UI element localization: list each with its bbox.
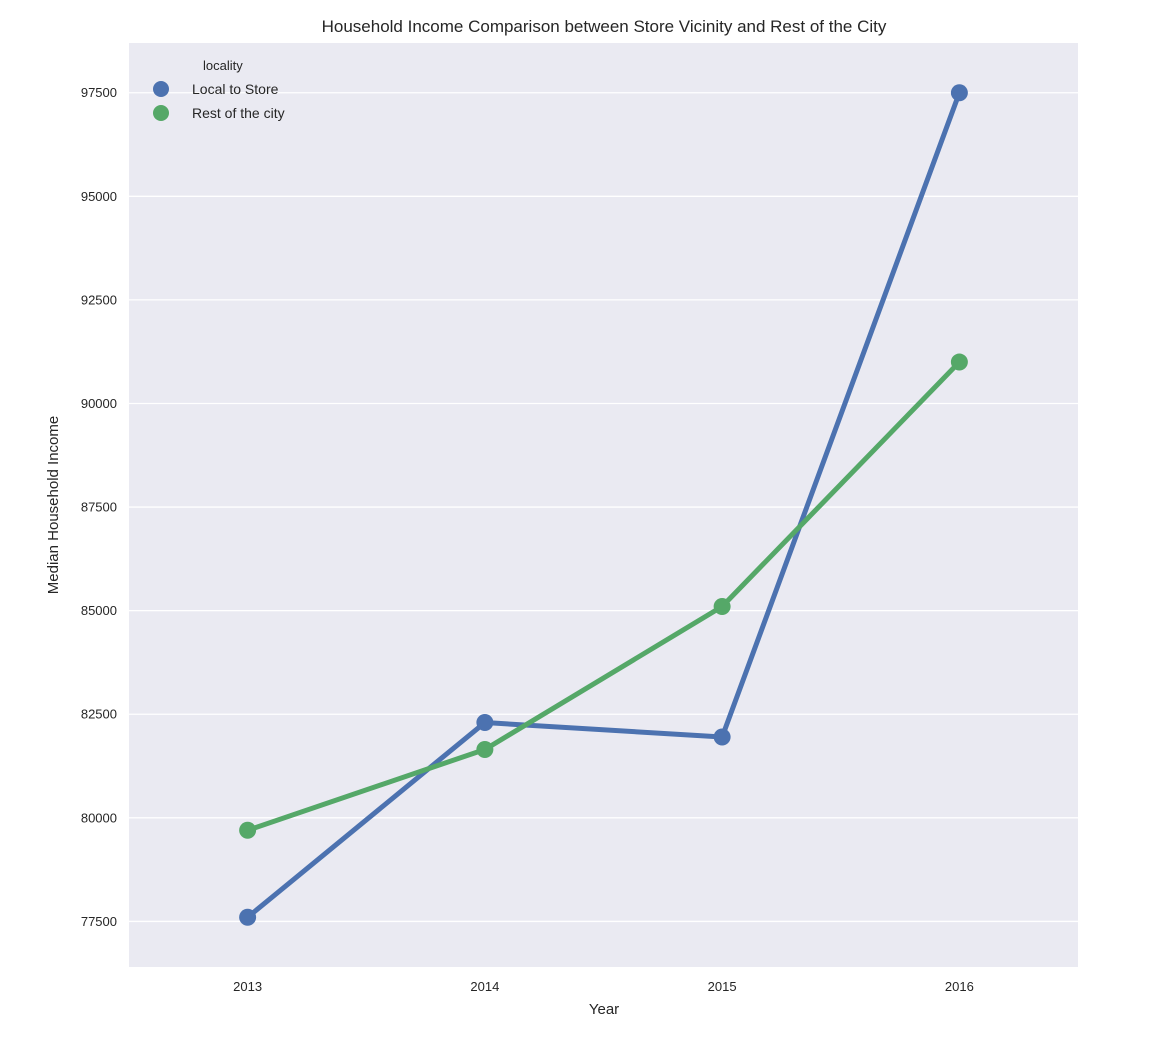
x-tick-label: 2015 <box>708 979 737 994</box>
x-axis-label: Year <box>589 1001 619 1018</box>
y-tick-label: 77500 <box>81 914 117 929</box>
y-tick-label: 80000 <box>81 810 117 825</box>
y-tick-label: 85000 <box>81 603 117 618</box>
chart-title: Household Income Comparison between Stor… <box>322 17 887 36</box>
y-tick-label: 92500 <box>81 292 117 307</box>
legend-title: locality <box>203 58 243 73</box>
data-point <box>239 821 257 839</box>
y-tick-labels: 77500 80000 82500 85000 87500 90000 92500 95000… <box>81 85 117 929</box>
x-tick-labels: 2013 2014 2015 2016 <box>233 979 974 994</box>
y-tick-label: 82500 <box>81 707 117 722</box>
y-axis-label: Median Household Income <box>45 416 62 594</box>
y-tick-label: 90000 <box>81 396 117 411</box>
y-tick-label: 97500 <box>81 85 117 100</box>
data-point <box>713 728 731 746</box>
legend-marker <box>153 105 169 121</box>
data-point <box>239 908 257 926</box>
legend-entry-label: Rest of the city <box>192 105 285 121</box>
data-point <box>950 84 968 102</box>
series-line <box>245 90 962 920</box>
y-tick-label: 87500 <box>81 500 117 515</box>
x-tick-label: 2016 <box>945 979 974 994</box>
data-point <box>713 598 731 616</box>
data-point <box>476 714 494 732</box>
plot-area <box>129 43 1078 967</box>
legend-entry-label: Local to Store <box>192 81 279 97</box>
x-tick-label: 2013 <box>233 979 262 994</box>
x-tick-label: 2014 <box>470 979 499 994</box>
series-line <box>245 359 962 833</box>
legend-marker <box>153 81 169 97</box>
series-layer <box>239 84 968 926</box>
data-point <box>950 353 968 371</box>
y-tick-label: 95000 <box>81 189 117 204</box>
legend: locality Local to Store Rest of the city <box>153 58 285 121</box>
data-point <box>476 740 494 758</box>
